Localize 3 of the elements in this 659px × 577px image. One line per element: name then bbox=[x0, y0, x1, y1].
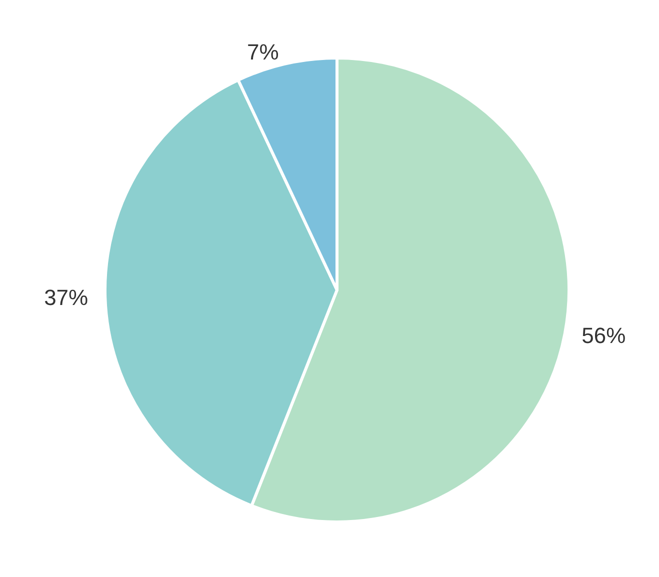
data-label: 7% bbox=[246, 39, 279, 64]
data-label: 37% bbox=[44, 285, 88, 310]
data-label: 56% bbox=[582, 323, 626, 348]
